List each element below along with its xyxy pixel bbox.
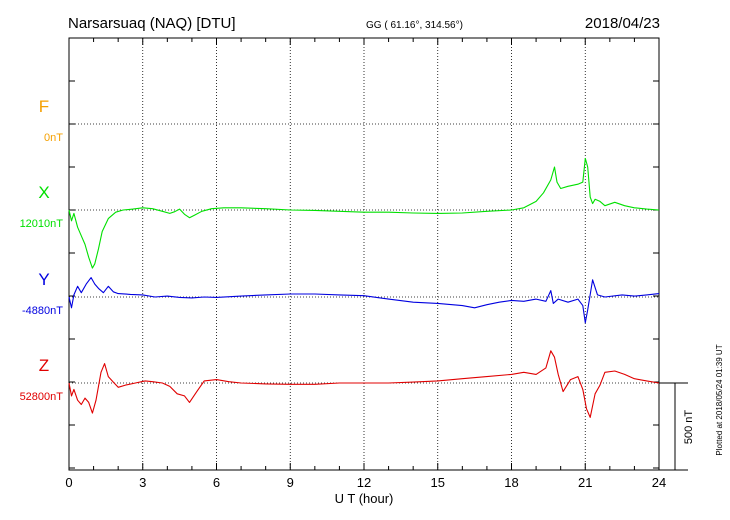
x-tick-label: 9 (287, 475, 294, 490)
series-letter-y: Y (38, 270, 49, 289)
series-line-y (68, 277, 660, 324)
series-line-x (68, 157, 660, 269)
x-axis-label: U T (hour) (335, 491, 394, 506)
tick-layer: 0 3 6 9 12 15 18 21 24 (65, 38, 666, 490)
scale-bar: 500 nT (659, 382, 695, 471)
series-letter-x: X (38, 183, 49, 202)
x-tick-label: 12 (357, 475, 371, 490)
label-layer: F 0nT X 12010nT Y -4880nT Z 52800nT (20, 97, 64, 403)
series-baseline-x: 12010nT (20, 218, 64, 230)
series-baseline-y: -4880nT (22, 305, 63, 317)
series-line-z (68, 350, 660, 418)
coordinates-label: GG ( 61.16°, 314.56°) (366, 20, 463, 31)
x-tick-label: 0 (65, 475, 72, 490)
x-tick-label: 6 (213, 475, 220, 490)
x-tick-label: 24 (652, 475, 666, 490)
series-letter-f: F (39, 97, 49, 116)
x-tick-label: 21 (578, 475, 592, 490)
x-tick-label: 15 (431, 475, 445, 490)
series-baseline-f: 0nT (44, 132, 63, 144)
series-letter-z: Z (39, 356, 49, 375)
scale-bar-label: 500 nT (683, 410, 695, 445)
date-label: 2018/04/23 (585, 15, 660, 32)
x-tick-label: 3 (139, 475, 146, 490)
x-tick-label: 18 (504, 475, 518, 490)
grid-layer (142, 38, 586, 470)
station-title: Narsarsuaq (NAQ) [DTU] (68, 15, 236, 32)
series-baseline-z: 52800nT (20, 391, 64, 403)
plotted-timestamp: Plotted at 2018/05/24 01:39 UT (715, 344, 724, 455)
series-layer (68, 157, 660, 418)
